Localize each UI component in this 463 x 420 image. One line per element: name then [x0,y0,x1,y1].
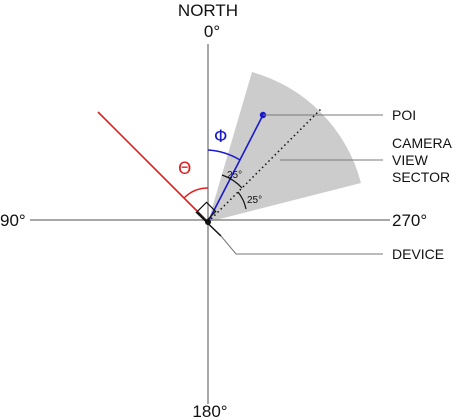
angle-label-upper: 25° [227,170,242,181]
degree-0-label: 0° [204,22,220,41]
angle-label-lower: 25° [247,195,262,206]
angle-arc-lower [237,191,247,210]
theta-arc [183,187,209,199]
device-leader [220,235,383,255]
camera-label: CAMERA [392,135,453,151]
view-label: VIEW [392,152,429,168]
poi-direction-line [207,114,264,223]
camera-view-sector [208,72,361,222]
north-label: NORTH [178,1,238,20]
device-origin [205,219,211,225]
phi-arc [207,149,241,161]
sector-label: SECTOR [392,169,450,185]
theta-symbol: Θ [178,159,191,179]
device-label: DEVICE [392,246,444,262]
poi-label: POI [392,107,416,123]
degree-270-label: 270° [392,211,427,230]
phi-symbol: Φ [214,127,227,147]
degree-90-label: 90° [0,211,26,230]
degree-180-label: 180° [192,402,227,420]
device-marker [196,201,217,222]
heading-line [97,111,209,223]
angle-arc-upper [221,174,243,189]
